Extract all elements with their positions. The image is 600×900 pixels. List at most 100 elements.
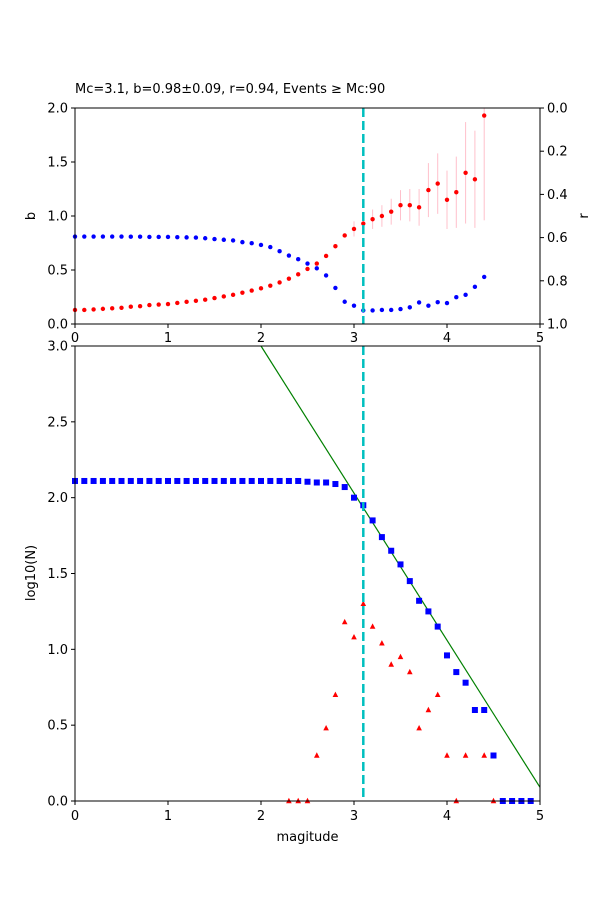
bottom-y-tick-label: 1.0 xyxy=(47,643,68,658)
cumulative-count-point xyxy=(155,477,162,484)
cumulative-count-point xyxy=(127,477,134,484)
r-value-point xyxy=(342,299,347,304)
r-value-point xyxy=(184,235,189,240)
b-value-point xyxy=(444,197,450,202)
cumulative-count-point xyxy=(285,477,292,484)
noncumulative-count-point xyxy=(444,752,450,758)
r-value-point xyxy=(277,249,282,254)
r-value-point xyxy=(147,234,152,240)
b-value-point xyxy=(110,306,115,311)
b-value-point xyxy=(314,261,319,266)
chart-title: Mc=3.1, b=0.98±0.09, r=0.94, Events ≥ Mc… xyxy=(75,82,385,97)
noncumulative-count-point xyxy=(323,725,329,731)
b-value-point xyxy=(379,213,385,219)
cumulative-count-point xyxy=(406,578,413,585)
cumulative-count-point xyxy=(323,479,330,486)
bottom-y-tick-label: 2.5 xyxy=(47,415,68,430)
b-value-point xyxy=(407,203,412,208)
cumulative-count-point xyxy=(341,484,348,491)
cumulative-count-point xyxy=(174,477,181,484)
cumulative-count-point xyxy=(444,652,450,659)
b-value-point xyxy=(361,221,366,226)
r-value-point xyxy=(82,234,87,239)
b-value-point xyxy=(240,290,245,295)
cumulative-count-point xyxy=(332,481,339,488)
b-value-point xyxy=(416,205,422,210)
top-axes-frame xyxy=(74,107,541,325)
noncumulative-count-point xyxy=(351,634,357,640)
b-value-point xyxy=(426,187,431,193)
noncumulative-count-point xyxy=(462,752,469,758)
cumulative-count-point xyxy=(220,477,227,484)
r-value-point xyxy=(463,292,468,298)
b-value-point xyxy=(82,307,87,313)
cumulative-count-point xyxy=(471,707,478,713)
cumulative-count-point xyxy=(118,477,125,484)
cumulative-count-point xyxy=(183,477,190,484)
top-y-tick-label: 1.0 xyxy=(47,210,68,225)
b-value-point xyxy=(212,295,217,301)
top-x-tick-label: 1 xyxy=(164,331,172,346)
b-value-point xyxy=(100,306,106,312)
cumulative-count-point xyxy=(304,478,311,485)
r-value-point xyxy=(249,241,254,246)
b-value-point xyxy=(156,302,161,307)
noncumulative-count-point xyxy=(425,706,432,713)
b-value-point xyxy=(296,272,301,277)
cumulative-count-point xyxy=(378,534,385,541)
r-value-point xyxy=(472,284,478,290)
noncumulative-count-point xyxy=(397,653,404,660)
bottom-y-tick-label: 0.5 xyxy=(47,719,68,734)
bottom-x-tick-label: 2 xyxy=(257,809,265,824)
top-x-tick-label: 3 xyxy=(350,331,358,346)
bottom-x-tick-label: 4 xyxy=(443,809,451,824)
cumulative-count-point xyxy=(230,477,237,484)
cumulative-count-point xyxy=(313,479,320,486)
cumulative-count-point xyxy=(81,477,88,484)
r-value-point xyxy=(212,236,217,242)
cumulative-count-point xyxy=(416,597,423,604)
bottom-y-tick-label: 2.0 xyxy=(47,491,68,506)
r-value-point xyxy=(258,242,264,248)
b-value-point xyxy=(323,253,329,259)
cumulative-count-point xyxy=(137,477,144,484)
cumulative-count-point xyxy=(397,561,404,568)
cumulative-count-point xyxy=(295,477,302,484)
cumulative-count-point xyxy=(276,477,283,484)
cumulative-count-point xyxy=(481,707,488,713)
r-value-point xyxy=(203,236,208,241)
top-y-tick-label: 0.0 xyxy=(47,318,68,333)
bottom-y-tick-label: 0.0 xyxy=(47,795,68,810)
r-value-point xyxy=(100,234,106,239)
bottom-x-axis-label: magitude xyxy=(276,830,338,845)
bottom-y-tick-label: 3.0 xyxy=(47,340,68,355)
r-value-point xyxy=(119,234,124,239)
b-value-point xyxy=(305,266,310,272)
r-value-point xyxy=(333,285,338,291)
b-value-panel: Mc=3.1, b=0.98±0.09, r=0.94, Events ≥ Mc… xyxy=(24,82,592,346)
r-value-point xyxy=(91,234,96,239)
b-value-point xyxy=(370,217,375,222)
top-y2-tick-label: 0.4 xyxy=(547,188,568,203)
b-value-point xyxy=(351,226,357,232)
bottom-y-tick-label: 1.5 xyxy=(47,567,68,582)
noncumulative-count-point xyxy=(314,752,320,758)
cumulative-count-point xyxy=(239,477,246,484)
r-value-point xyxy=(193,235,199,240)
b-value-point xyxy=(175,300,180,306)
r-value-point xyxy=(305,261,310,266)
cumulative-count-point xyxy=(211,477,218,484)
cumulative-count-point xyxy=(462,679,469,686)
r-value-point xyxy=(175,234,180,240)
b-value-point xyxy=(230,292,236,298)
b-value-point xyxy=(165,301,171,307)
r-value-point xyxy=(296,257,301,262)
b-value-point xyxy=(221,294,226,299)
b-value-point xyxy=(203,297,208,302)
top-y2-axis-label: r xyxy=(577,213,592,219)
cumulative-count-point xyxy=(202,477,209,484)
r-value-point xyxy=(286,253,292,258)
r-value-point xyxy=(482,274,487,280)
cumulative-count-point xyxy=(434,623,441,630)
